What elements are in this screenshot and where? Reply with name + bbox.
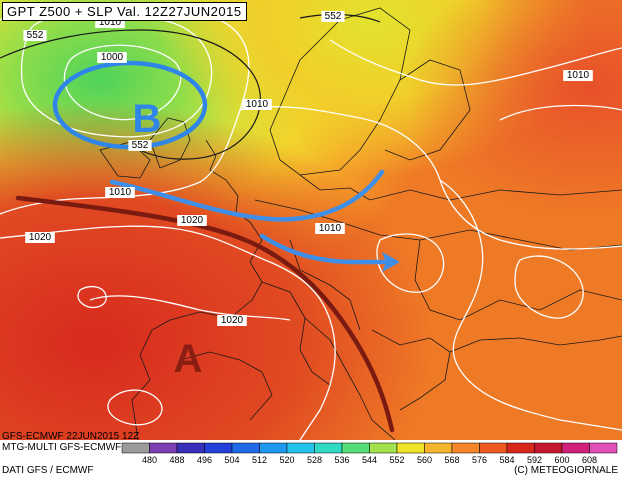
scale-tick-label: 512	[252, 455, 267, 465]
isobar-label-background	[321, 11, 345, 22]
isobar-label-background	[242, 99, 272, 110]
isobar-label-background	[23, 30, 47, 41]
eastern-ridge-shading	[0, 0, 622, 440]
scale-tick-label: 576	[472, 455, 487, 465]
high-pressure-label: A	[174, 337, 203, 381]
isobar-label: 1020	[221, 315, 244, 326]
scale-swatch	[534, 442, 563, 454]
scale-swatch	[479, 442, 508, 454]
jet-arrow-upper	[109, 169, 385, 222]
isobar-label-background	[105, 187, 135, 198]
scale-tick-label: 488	[169, 455, 184, 465]
scale-swatch	[451, 442, 480, 454]
jet-arrowhead	[382, 252, 400, 272]
scale-tick-label: 536	[334, 455, 349, 465]
scale-tick-label: 552	[389, 455, 404, 465]
scale-tick-label: 592	[527, 455, 542, 465]
scale-swatch	[121, 442, 150, 454]
isobar-label: 552	[27, 30, 44, 41]
isobar-label-background	[217, 315, 247, 326]
scale-tick-label: 504	[224, 455, 239, 465]
isobar-label-background	[95, 17, 125, 28]
isobar-value-labels: 1010 1000 552 1010 1010 1020 1010 1020 1020 1010 5…	[23, 11, 593, 326]
scale-swatch	[341, 442, 370, 454]
scale-tick-label: 568	[444, 455, 459, 465]
scale-tick-label: 480	[142, 455, 157, 465]
scale-swatch	[424, 442, 453, 454]
isobar-label: 1010	[99, 17, 122, 28]
isobar-label-background	[128, 140, 152, 151]
scale-tick-label: 584	[499, 455, 514, 465]
scale-swatch	[176, 442, 205, 454]
isobar-label: 1010	[319, 223, 342, 234]
isobar-label-background	[97, 52, 127, 63]
scale-tick-label: 528	[307, 455, 322, 465]
copyright-label: (C) METEOGIORNALE	[514, 465, 618, 476]
isobar-label: 1010	[246, 99, 269, 110]
isobar-label-background	[315, 223, 345, 234]
scale-swatch	[286, 442, 315, 454]
scale-tick-label: 520	[279, 455, 294, 465]
scale-tick-label: 496	[197, 455, 212, 465]
scale-tick-label: 560	[417, 455, 432, 465]
scale-swatch	[396, 442, 425, 454]
scale-swatch	[204, 442, 233, 454]
isobar-label-background	[25, 232, 55, 243]
map-title: GPT Z500 + SLP Val. 12Z27JUN2015	[2, 2, 247, 21]
ridge-axis-line	[15, 195, 395, 433]
scale-swatch	[561, 442, 590, 454]
run-label: GFS-ECMWF 22JUN2015 12Z	[2, 431, 140, 442]
scale-swatch	[589, 442, 618, 454]
model-label: MTG-MULTI GFS-ECMWF	[2, 442, 122, 453]
isobar-label-background	[563, 70, 593, 81]
isobar-label: 552	[132, 140, 149, 151]
jet-arrow-lower	[259, 233, 393, 265]
scale-tick-label: 600	[554, 455, 569, 465]
low-pressure-label: B	[133, 97, 162, 141]
isobar-label: 552	[325, 11, 342, 22]
isobar-label: 1020	[29, 232, 52, 243]
isobar-label: 1010	[567, 70, 590, 81]
scale-tick-label: 544	[362, 455, 377, 465]
scale-swatch	[149, 442, 178, 454]
source-label: DATI GFS / ECMWF	[2, 465, 94, 476]
isobar-label: 1010	[109, 187, 132, 198]
scale-tick-label: 608	[582, 455, 597, 465]
scale-swatch	[231, 442, 260, 454]
scale-swatch	[506, 442, 535, 454]
scale-swatch	[314, 442, 343, 454]
scale-swatch	[369, 442, 398, 454]
scale-swatch	[259, 442, 288, 454]
color-scale-bar: 480 488 496 504 512 520 528 536 544 552 560 568 576 5…	[121, 442, 618, 465]
isobar-label-background	[177, 215, 207, 226]
isobar-label: 1020	[181, 215, 204, 226]
isobar-label: 1000	[101, 52, 124, 63]
